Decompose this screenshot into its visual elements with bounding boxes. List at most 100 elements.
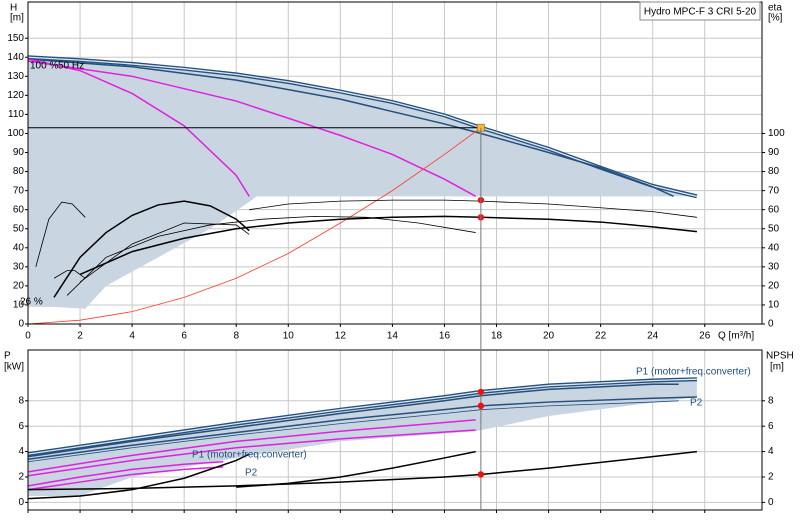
y-tick-label: 6 xyxy=(18,421,24,432)
y2-tick-label: 10 xyxy=(768,300,780,311)
annotation: P1 (motor+freq.converter) xyxy=(636,367,751,378)
x-tick-label: 24 xyxy=(647,331,659,342)
curve-highlight xyxy=(28,56,698,197)
y2-axis-unit: [%] xyxy=(768,13,783,24)
plot-frame xyxy=(27,1,763,325)
y-tick-label: 120 xyxy=(7,90,24,101)
y2-tick-label: 6 xyxy=(768,421,774,432)
x-tick-label: 14 xyxy=(387,331,399,342)
y2-tick-label: 4 xyxy=(768,446,774,457)
plot-area xyxy=(28,55,698,324)
x-tick-label: 2 xyxy=(77,331,83,342)
x-axis-label: Q [m³/h] xyxy=(718,331,754,342)
y-axis-label: P xyxy=(4,351,11,362)
y-tick-label: 10 xyxy=(13,300,25,311)
y-tick-label: 40 xyxy=(13,242,25,253)
y-tick-label: 4 xyxy=(18,446,24,457)
curve xyxy=(28,58,250,197)
y-tick-label: 20 xyxy=(13,281,25,292)
y-tick-label: 0 xyxy=(18,497,24,508)
y2-tick-label: 80 xyxy=(768,166,780,177)
curve xyxy=(35,201,86,267)
x-tick-label: 26 xyxy=(699,331,711,342)
curve xyxy=(28,466,224,491)
curve xyxy=(28,60,477,198)
y2-tick-label: 40 xyxy=(768,242,780,253)
y2-tick-label: 0 xyxy=(768,497,774,508)
y2-tick-label: 8 xyxy=(768,395,774,406)
curve xyxy=(28,396,697,460)
y-axis-unit: [kW] xyxy=(4,362,24,373)
x-tick-label: 20 xyxy=(543,331,555,342)
curve xyxy=(236,450,476,488)
y-tick-label: 110 xyxy=(8,109,24,120)
y2-tick-label: 30 xyxy=(768,261,780,272)
x-tick-label: 22 xyxy=(595,331,607,342)
annotation: 26 % xyxy=(20,297,43,308)
annotation: 100 % xyxy=(30,61,58,72)
curve xyxy=(79,222,250,283)
y2-axis-label: NPSH xyxy=(766,351,794,362)
y2-tick-label: 100 xyxy=(768,128,785,139)
annotation: P1 (motor+freq.converter) xyxy=(192,450,307,461)
annotation: P2 xyxy=(690,398,703,409)
chart-title: Hydro MPC-F 3 CRI 5-20 xyxy=(644,7,757,18)
y-tick-label: 130 xyxy=(7,71,24,82)
y-tick-label: 140 xyxy=(7,52,24,63)
y2-tick-label: 20 xyxy=(768,281,780,292)
y-tick-label: 100 xyxy=(7,128,24,139)
y-tick-label: 80 xyxy=(13,166,25,177)
y-axis-label: H xyxy=(10,3,17,14)
y-tick-label: 50 xyxy=(13,223,25,234)
x-tick-label: 6 xyxy=(181,331,187,342)
curve xyxy=(28,383,679,458)
curve xyxy=(79,215,698,276)
x-tick-label: 12 xyxy=(335,331,347,342)
operating-range xyxy=(28,57,697,309)
operating-point xyxy=(477,402,485,410)
y2-tick-label: 90 xyxy=(768,147,780,158)
plot-area xyxy=(28,377,698,500)
y-tick-label: 2 xyxy=(18,472,24,483)
annotation: P2 xyxy=(245,468,258,479)
x-tick-label: 18 xyxy=(491,331,503,342)
curve xyxy=(28,460,224,487)
y2-tick-label: 50 xyxy=(768,223,780,234)
curve xyxy=(53,200,250,298)
y-tick-label: 30 xyxy=(13,261,25,272)
y2-axis-unit: [m] xyxy=(770,362,784,373)
curve xyxy=(28,127,482,324)
curve-highlight xyxy=(28,378,697,455)
curve xyxy=(28,450,698,491)
y2-tick-label: 70 xyxy=(768,185,780,196)
plot-frame xyxy=(27,349,763,511)
x-tick-label: 0 xyxy=(25,331,31,342)
y2-axis-label: eta xyxy=(768,3,782,14)
y-tick-label: 150 xyxy=(7,33,24,44)
curve xyxy=(28,400,679,463)
y2-tick-label: 2 xyxy=(768,472,774,483)
y-tick-label: 8 xyxy=(18,395,24,406)
x-tick-label: 10 xyxy=(283,331,295,342)
y-tick-label: 60 xyxy=(13,204,25,215)
curve xyxy=(28,58,674,198)
y2-tick-label: 60 xyxy=(768,204,780,215)
operating-point xyxy=(477,388,485,396)
operating-point xyxy=(477,471,485,478)
x-tick-label: 16 xyxy=(439,331,451,342)
curve xyxy=(28,429,476,477)
curve xyxy=(28,453,250,500)
y-tick-label: 0 xyxy=(18,319,24,330)
curve xyxy=(28,419,476,473)
x-tick-label: 8 xyxy=(233,331,239,342)
title-box xyxy=(639,1,761,21)
annotation: 50 Hz xyxy=(58,61,84,72)
x-tick-label: 4 xyxy=(129,331,135,342)
y-tick-label: 70 xyxy=(13,185,25,196)
curve xyxy=(53,270,86,279)
y-axis-unit: [m] xyxy=(10,13,24,24)
curve xyxy=(249,199,697,218)
y2-tick-label: 0 xyxy=(768,319,774,330)
